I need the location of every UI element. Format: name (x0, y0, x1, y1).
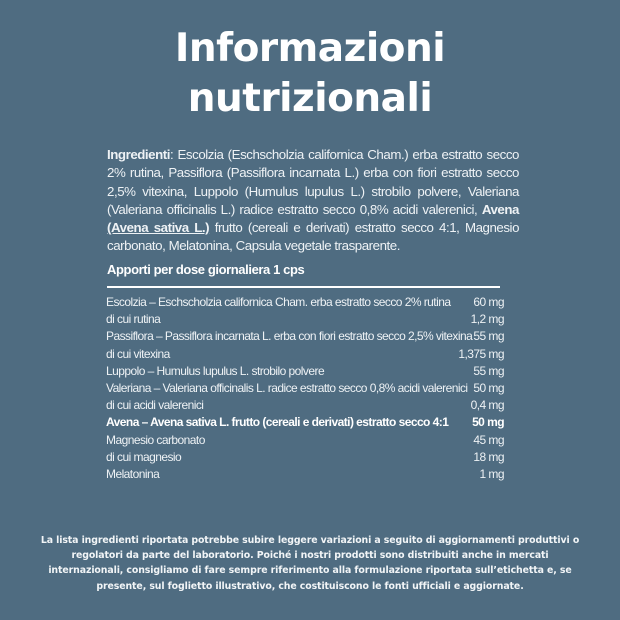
row-value: 55 mg (473, 329, 504, 344)
row-name: Passiflora – Passiflora incarnata L. erb… (106, 329, 473, 344)
row-name: di cui vitexina (106, 346, 170, 361)
table-row: Escolzia – Eschscholzia californica Cham… (106, 294, 505, 311)
row-name: Luppolo – Humulus lupulus L. strobilo po… (106, 363, 325, 378)
ingredients-text-2: frutto (cereali e derivati) estratto sec… (107, 220, 520, 254)
table-row: Passiflora – Passiflora incarnata L. erb… (106, 328, 505, 345)
disclaimer: La lista ingredienti riportata potrebbe … (40, 535, 580, 592)
ingredients-paragraph: Ingredienti: Escolzia (Eschscholzia cali… (107, 146, 519, 256)
row-value: 0,4 mg (470, 398, 505, 413)
row-name: di cui rutina (106, 312, 161, 327)
table-row: di cui rutina 1,2 mg (106, 311, 505, 328)
nutrition-table: Escolzia – Eschscholzia californica Cham… (106, 294, 505, 483)
table-row: Magnesio carbonato 45 mg (106, 432, 505, 449)
ingredients-text-1: : Escolzia (Eschscholzia californica Cha… (107, 147, 519, 217)
row-value: 1,375 mg (458, 346, 504, 361)
title-line-2: nutrizionali (187, 76, 433, 121)
row-value: 50 mg (473, 380, 504, 395)
row-name: di cui magnesio (106, 449, 182, 464)
row-name: Magnesio carbonato (106, 432, 205, 447)
row-value: 1,2 mg (470, 312, 505, 327)
row-value: 50 mg (472, 415, 504, 430)
ingredients-avena-latin: (Avena sativa L.) (107, 220, 210, 236)
row-value: 60 mg (473, 295, 504, 309)
ingredients-label: Ingredienti (107, 147, 171, 162)
table-row: di cui acidi valerenici 0,4 mg (106, 397, 505, 414)
apporti-heading: Apporti per dose giornaliera 1 cps (107, 262, 305, 277)
ingredients-avena: Avena (481, 201, 520, 217)
row-value: 1 mg (479, 466, 505, 481)
title-line-1: Informazioni (174, 26, 446, 71)
table-row: Luppolo – Humulus lupulus L. strobilo po… (106, 363, 505, 380)
table-row: Avena – Avena sativa L. frutto (cereali … (106, 414, 505, 431)
row-name: di cui acidi valerenici (106, 398, 204, 413)
divider (107, 286, 500, 288)
table-row: Melatonina 1 mg (106, 466, 505, 483)
table-row: Valeriana – Valeriana officinalis L. rad… (106, 380, 505, 397)
row-name: Escolzia – Eschscholzia californica Cham… (106, 295, 451, 309)
row-value: 18 mg (473, 449, 504, 464)
row-name: Valeriana – Valeriana officinalis L. rad… (106, 380, 468, 395)
page-title: Informazioni nutrizionali (0, 24, 620, 124)
row-name: Avena – Avena sativa L. frutto (cereali … (106, 415, 449, 430)
row-name: Melatonina (106, 466, 160, 481)
row-value: 45 mg (473, 432, 504, 447)
table-row: di cui vitexina 1,375 mg (106, 346, 505, 363)
table-row: di cui magnesio 18 mg (106, 449, 505, 466)
row-value: 55 mg (473, 363, 504, 378)
